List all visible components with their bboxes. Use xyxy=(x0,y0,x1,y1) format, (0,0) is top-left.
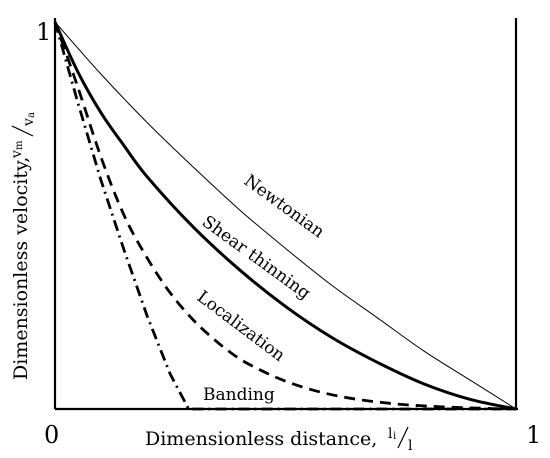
y-tick-1: 1 xyxy=(36,18,51,46)
y-axis-label: Dimensionless velocity, v m v a xyxy=(9,112,37,380)
y-axis-label-denominator: v xyxy=(21,118,37,127)
series-layer xyxy=(53,21,517,411)
x-axis-label-numerator-sub: i xyxy=(393,431,396,442)
y-axis-label-denominator-sub: a xyxy=(26,112,37,118)
series-line-newtonian xyxy=(54,21,517,410)
y-axis-label-main: Dimensionless velocity, xyxy=(10,157,32,380)
series-line-banding xyxy=(53,21,516,411)
series-label-banding: Banding xyxy=(203,385,275,405)
x-axis-label-main: Dimensionless distance, xyxy=(145,428,377,450)
series-line-shear-thinning xyxy=(53,21,517,411)
x-axis-label-slash xyxy=(397,426,409,449)
y-axis-label-slash xyxy=(11,125,34,137)
y-axis-label-numerator-sub: m xyxy=(14,140,25,150)
series-line-localization xyxy=(53,21,517,411)
x-tick-0: 0 xyxy=(44,421,59,449)
x-axis-label-denominator: l xyxy=(408,438,413,454)
x-tick-1: 1 xyxy=(526,421,541,449)
x-axis-label-numerator: l xyxy=(388,426,393,442)
series-label-newtonian: Newtonian xyxy=(240,171,328,242)
x-axis-label: Dimensionless distance, l i l xyxy=(145,426,413,454)
y-axis-label-numerator: v xyxy=(9,150,25,159)
